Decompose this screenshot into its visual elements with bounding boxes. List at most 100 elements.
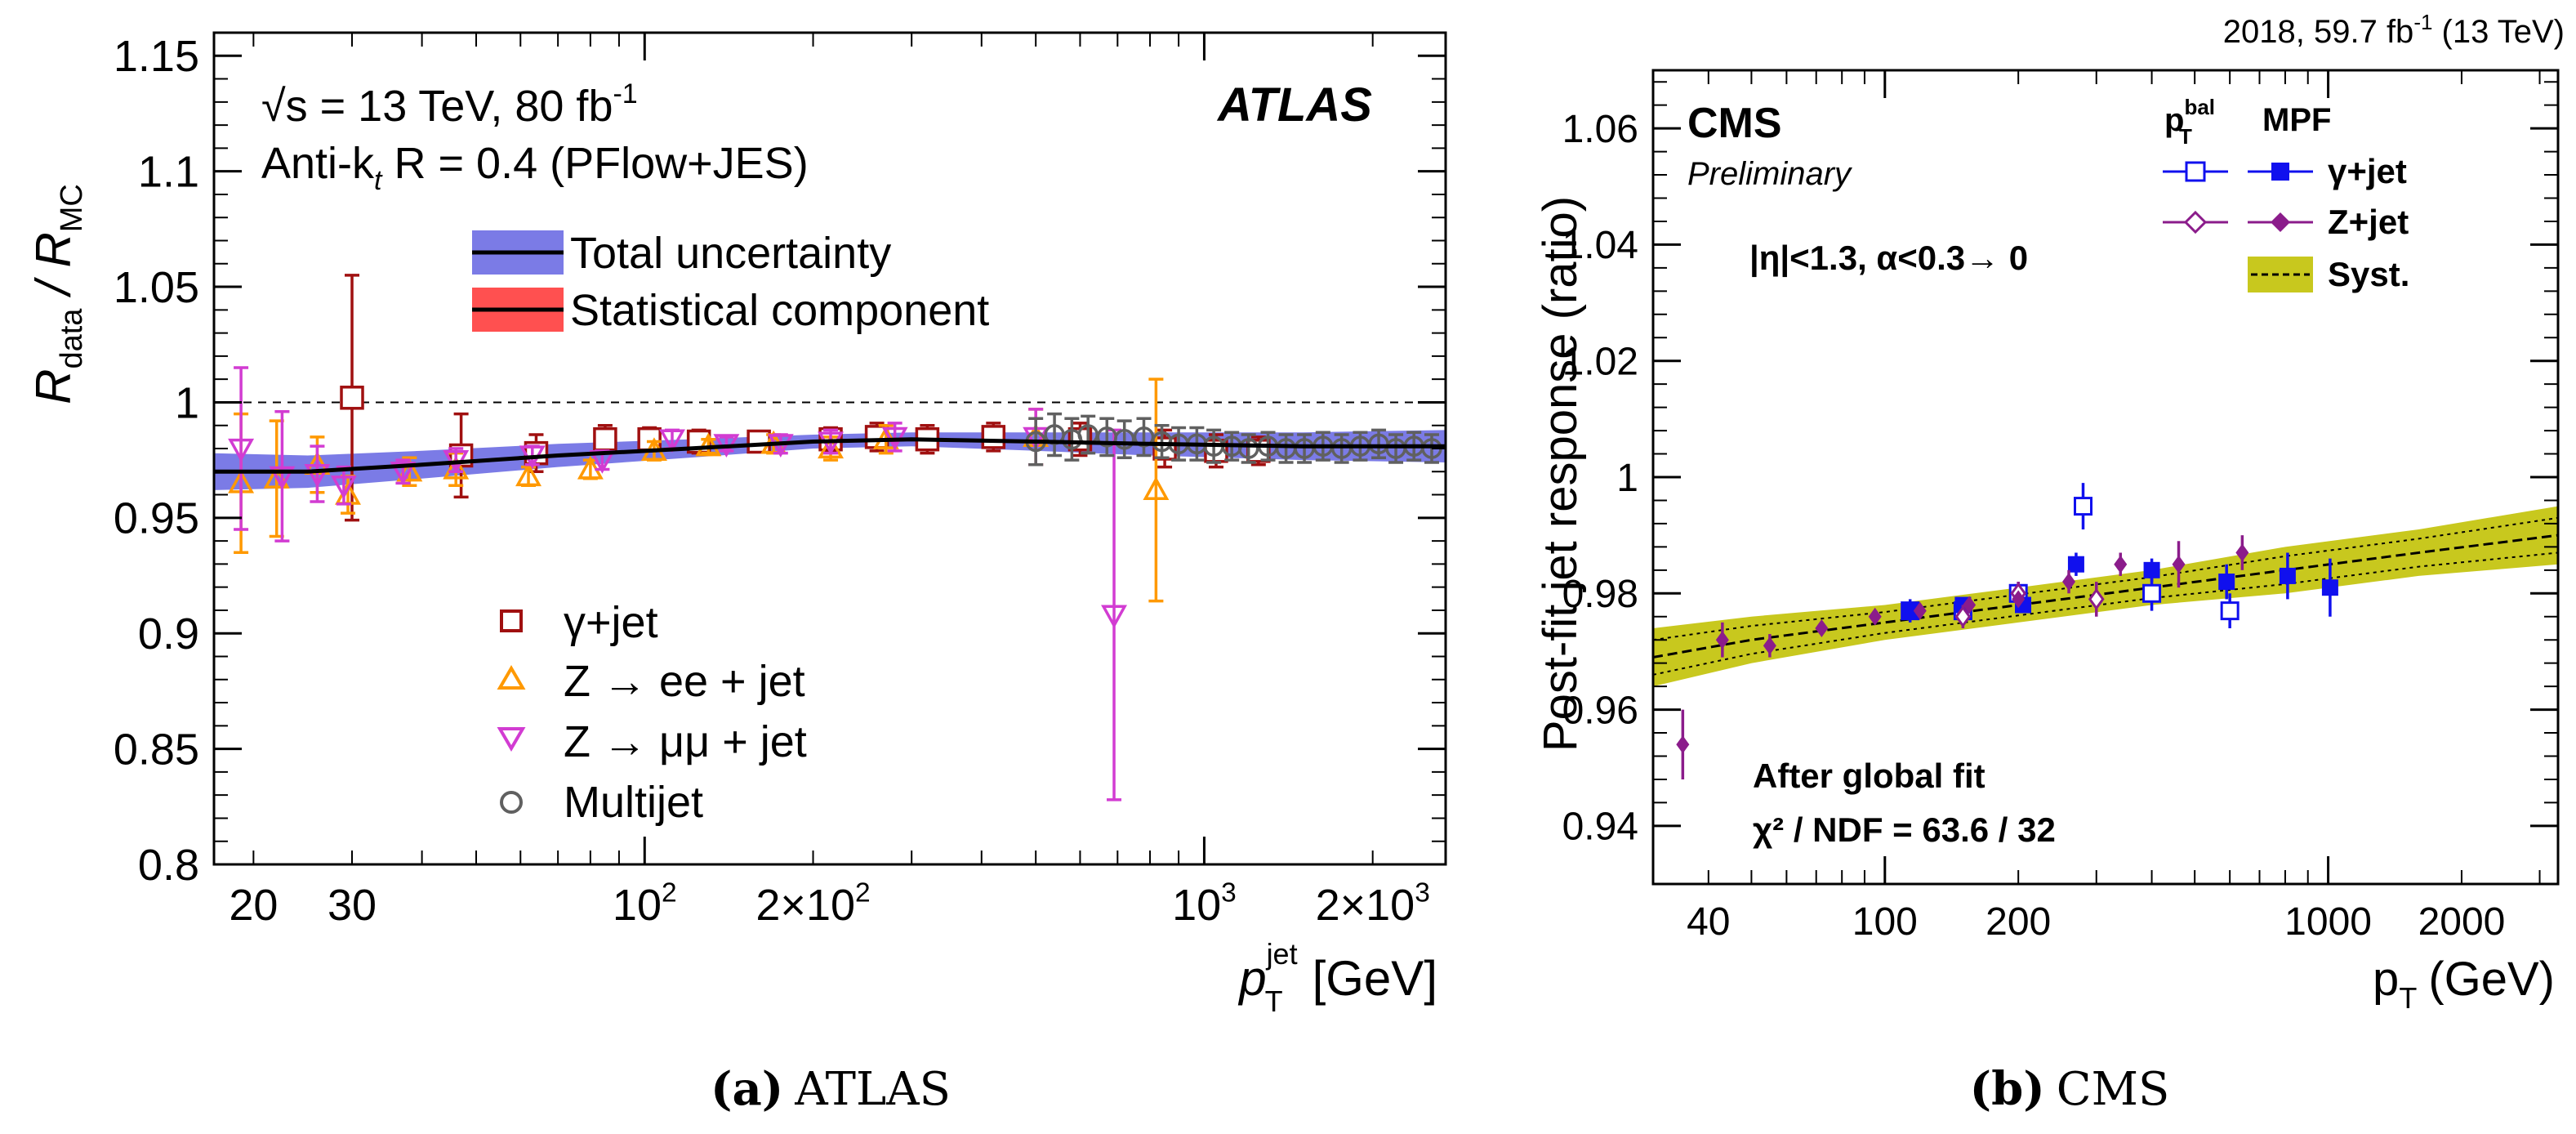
atlas-point-s1-11 (818, 435, 845, 459)
cms-point-s3-7 (2012, 590, 2026, 609)
legend-label-z-mumu: Z → μμ + jet (564, 717, 807, 766)
atlas-y-axis: 0.8 0.85 0.9 0.95 1 1.05 1.1 1.15 (114, 32, 1446, 890)
atlas-ytick-label-5: 1.05 (114, 263, 199, 312)
legend-marker-gamma-jet (500, 609, 523, 632)
legend-label-z-jet: Z+jet (2328, 203, 2409, 241)
cms-point-s1-4 (2143, 561, 2160, 578)
atlas-ytick-label-2: 0.9 (138, 609, 199, 659)
cms-ytick-label-2: 0.98 (1562, 573, 1638, 616)
legend-label-gamma-jet: γ+jet (2328, 152, 2407, 190)
cms-point-s3-4 (1868, 607, 1882, 626)
atlas-ytick-label-7: 1.15 (114, 32, 199, 81)
atlas-point-s2-1 (269, 466, 296, 490)
legend-label-syst: Syst. (2328, 255, 2409, 293)
atlas-ytick-label-4: 1 (175, 378, 199, 427)
cms-point-s3-0 (1676, 735, 1690, 754)
atlas-point-s1-6 (515, 462, 542, 487)
cms-panel: 0.94 0.96 0.98 1 1.02 1.04 1.06 40 100 200 1000 20… (1534, 10, 2565, 1116)
cms-point-s3-11 (2235, 543, 2249, 562)
cms-legend: pbal T MPF γ+jet Z+jet Syst. (2163, 95, 2409, 293)
legend-label-multijet: Multijet (564, 778, 703, 827)
atlas-ytick-label-0: 0.8 (138, 841, 199, 890)
atlas-y-axis-label: Rdata / RMC (26, 184, 89, 404)
cms-chi2-annotation: χ² / NDF = 63.6 / 32 (1753, 810, 2056, 849)
atlas-xtick-label-1: 30 (328, 881, 377, 930)
legend-marker-multijet (500, 791, 523, 814)
cms-syst-area (1653, 506, 2558, 687)
atlas-point-s2-2 (304, 463, 331, 488)
cms-point-s3-9 (2114, 555, 2128, 574)
atlas-point-s2-3 (330, 475, 357, 499)
cms-fit-line (1652, 534, 2559, 659)
atlas-xtick-label-5: 2×103 (1316, 877, 1430, 930)
cms-point-s3-3 (1815, 618, 1829, 637)
cms-point-s2-2 (2088, 587, 2105, 610)
cms-point-s1-0 (1901, 602, 1919, 619)
atlas-point-s0-6 (747, 429, 771, 454)
atlas-ytick-label-6: 1.1 (138, 148, 199, 197)
cms-point-s1-5 (2218, 574, 2235, 591)
atlas-point-s3-12 (1237, 438, 1259, 459)
legend-marker-z-ee (497, 665, 526, 690)
cms-point-s3-10 (2172, 555, 2186, 574)
cms-fit-curve (1652, 516, 2559, 676)
atlas-ytick-label-3: 0.95 (114, 494, 199, 543)
atlas-xtick-label-2: 102 (613, 877, 677, 930)
cms-point-s2-0 (1954, 605, 1972, 628)
cms-ytick-label-6: 1.06 (1562, 108, 1638, 151)
legend-label-gamma-jet: γ+jet (564, 598, 658, 647)
cms-legend-header-mpf: MPF (2262, 102, 2331, 138)
atlas-point-s0-10 (981, 425, 1006, 449)
atlas-xtick-label-3: 2×102 (755, 877, 870, 930)
legend-label-z-ee: Z → ee + jet (564, 657, 805, 706)
atlas-point-s0-0 (340, 386, 364, 410)
cms-fit-annotation: After global fit (1753, 757, 1985, 795)
atlas-point-s2-0 (228, 438, 255, 462)
cms-x-axis-label: pT (GeV) (2373, 953, 2555, 1015)
atlas-panel: 0.8 0.85 0.9 0.95 1 1.05 1.1 1.15 20 30 102 2×102 1… (26, 31, 1447, 1116)
cms-ytick-label-0: 0.94 (1562, 806, 1638, 849)
cms-point-s0-3 (2074, 497, 2093, 516)
cms-point-s3-6 (1963, 596, 1977, 614)
legend-marker-z-mumu (497, 727, 526, 752)
atlas-x-axis: 20 30 102 2×102 103 2×103 (229, 33, 1430, 930)
cms-y-axis: 0.94 0.96 0.98 1 1.02 1.04 1.06 (1562, 81, 2558, 849)
cms-point-s3-2 (1763, 636, 1776, 655)
atlas-xtick-label-4: 103 (1172, 877, 1237, 930)
atlas-point-s1-14 (1143, 476, 1170, 501)
cms-x-axis: 40 100 200 1000 2000 (1652, 70, 2541, 944)
atlas-ytick-label-1: 0.85 (114, 725, 199, 775)
cms-point-s1-6 (2279, 567, 2296, 584)
cms-experiment-label: CMS (1687, 100, 1782, 147)
cms-xtick-label-3: 1000 (2284, 900, 2372, 944)
legend-marker-gamma-mpf (2271, 163, 2289, 181)
cms-xtick-label-1: 100 (1852, 900, 1918, 944)
atlas-point-s1-5 (443, 455, 470, 480)
cms-point-s3-5 (1913, 601, 1927, 620)
atlas-experiment-label: ATLAS (1216, 78, 1372, 132)
cms-ytick-label-3: 1 (1616, 457, 1638, 500)
cms-syst-band (1653, 506, 2558, 687)
cms-data-points (1676, 483, 2338, 779)
atlas-point-s0-3 (593, 426, 617, 452)
atlas-point-s3-5 (1113, 428, 1135, 450)
legend-label-total-uncertainty: Total uncertainty (570, 229, 891, 278)
cms-point-s1-3 (2067, 556, 2084, 573)
atlas-marker-legend: γ+jet Z → ee + jet Z → μμ + jet Multijet (497, 598, 807, 827)
cms-selection-label: |η|<1.3, α<0.3→ 0 (1749, 239, 2028, 278)
atlas-fit-line (214, 437, 1446, 474)
atlas-caption: (a) ATLAS (711, 1062, 951, 1116)
atlas-energy-lumi-label: √s = 13 TeV, 80 fb-1 (261, 78, 638, 131)
legend-label-statistical: Statistical component (570, 286, 989, 335)
cms-ytick-label-1: 0.96 (1562, 689, 1638, 732)
cms-xtick-label-4: 2000 (2418, 900, 2506, 944)
cms-ytick-label-4: 1.02 (1562, 341, 1638, 384)
cms-caption: (b) CMS (1970, 1062, 2170, 1116)
cms-point-s3-8 (2062, 573, 2076, 592)
cms-point-s0-5 (2220, 601, 2240, 621)
cms-point-s0-4 (2142, 583, 2162, 603)
cms-fit-line-upper (1652, 516, 2559, 641)
cms-point-s1-7 (2321, 579, 2338, 596)
cms-legend-header-bal: pbal T (2164, 95, 2215, 149)
